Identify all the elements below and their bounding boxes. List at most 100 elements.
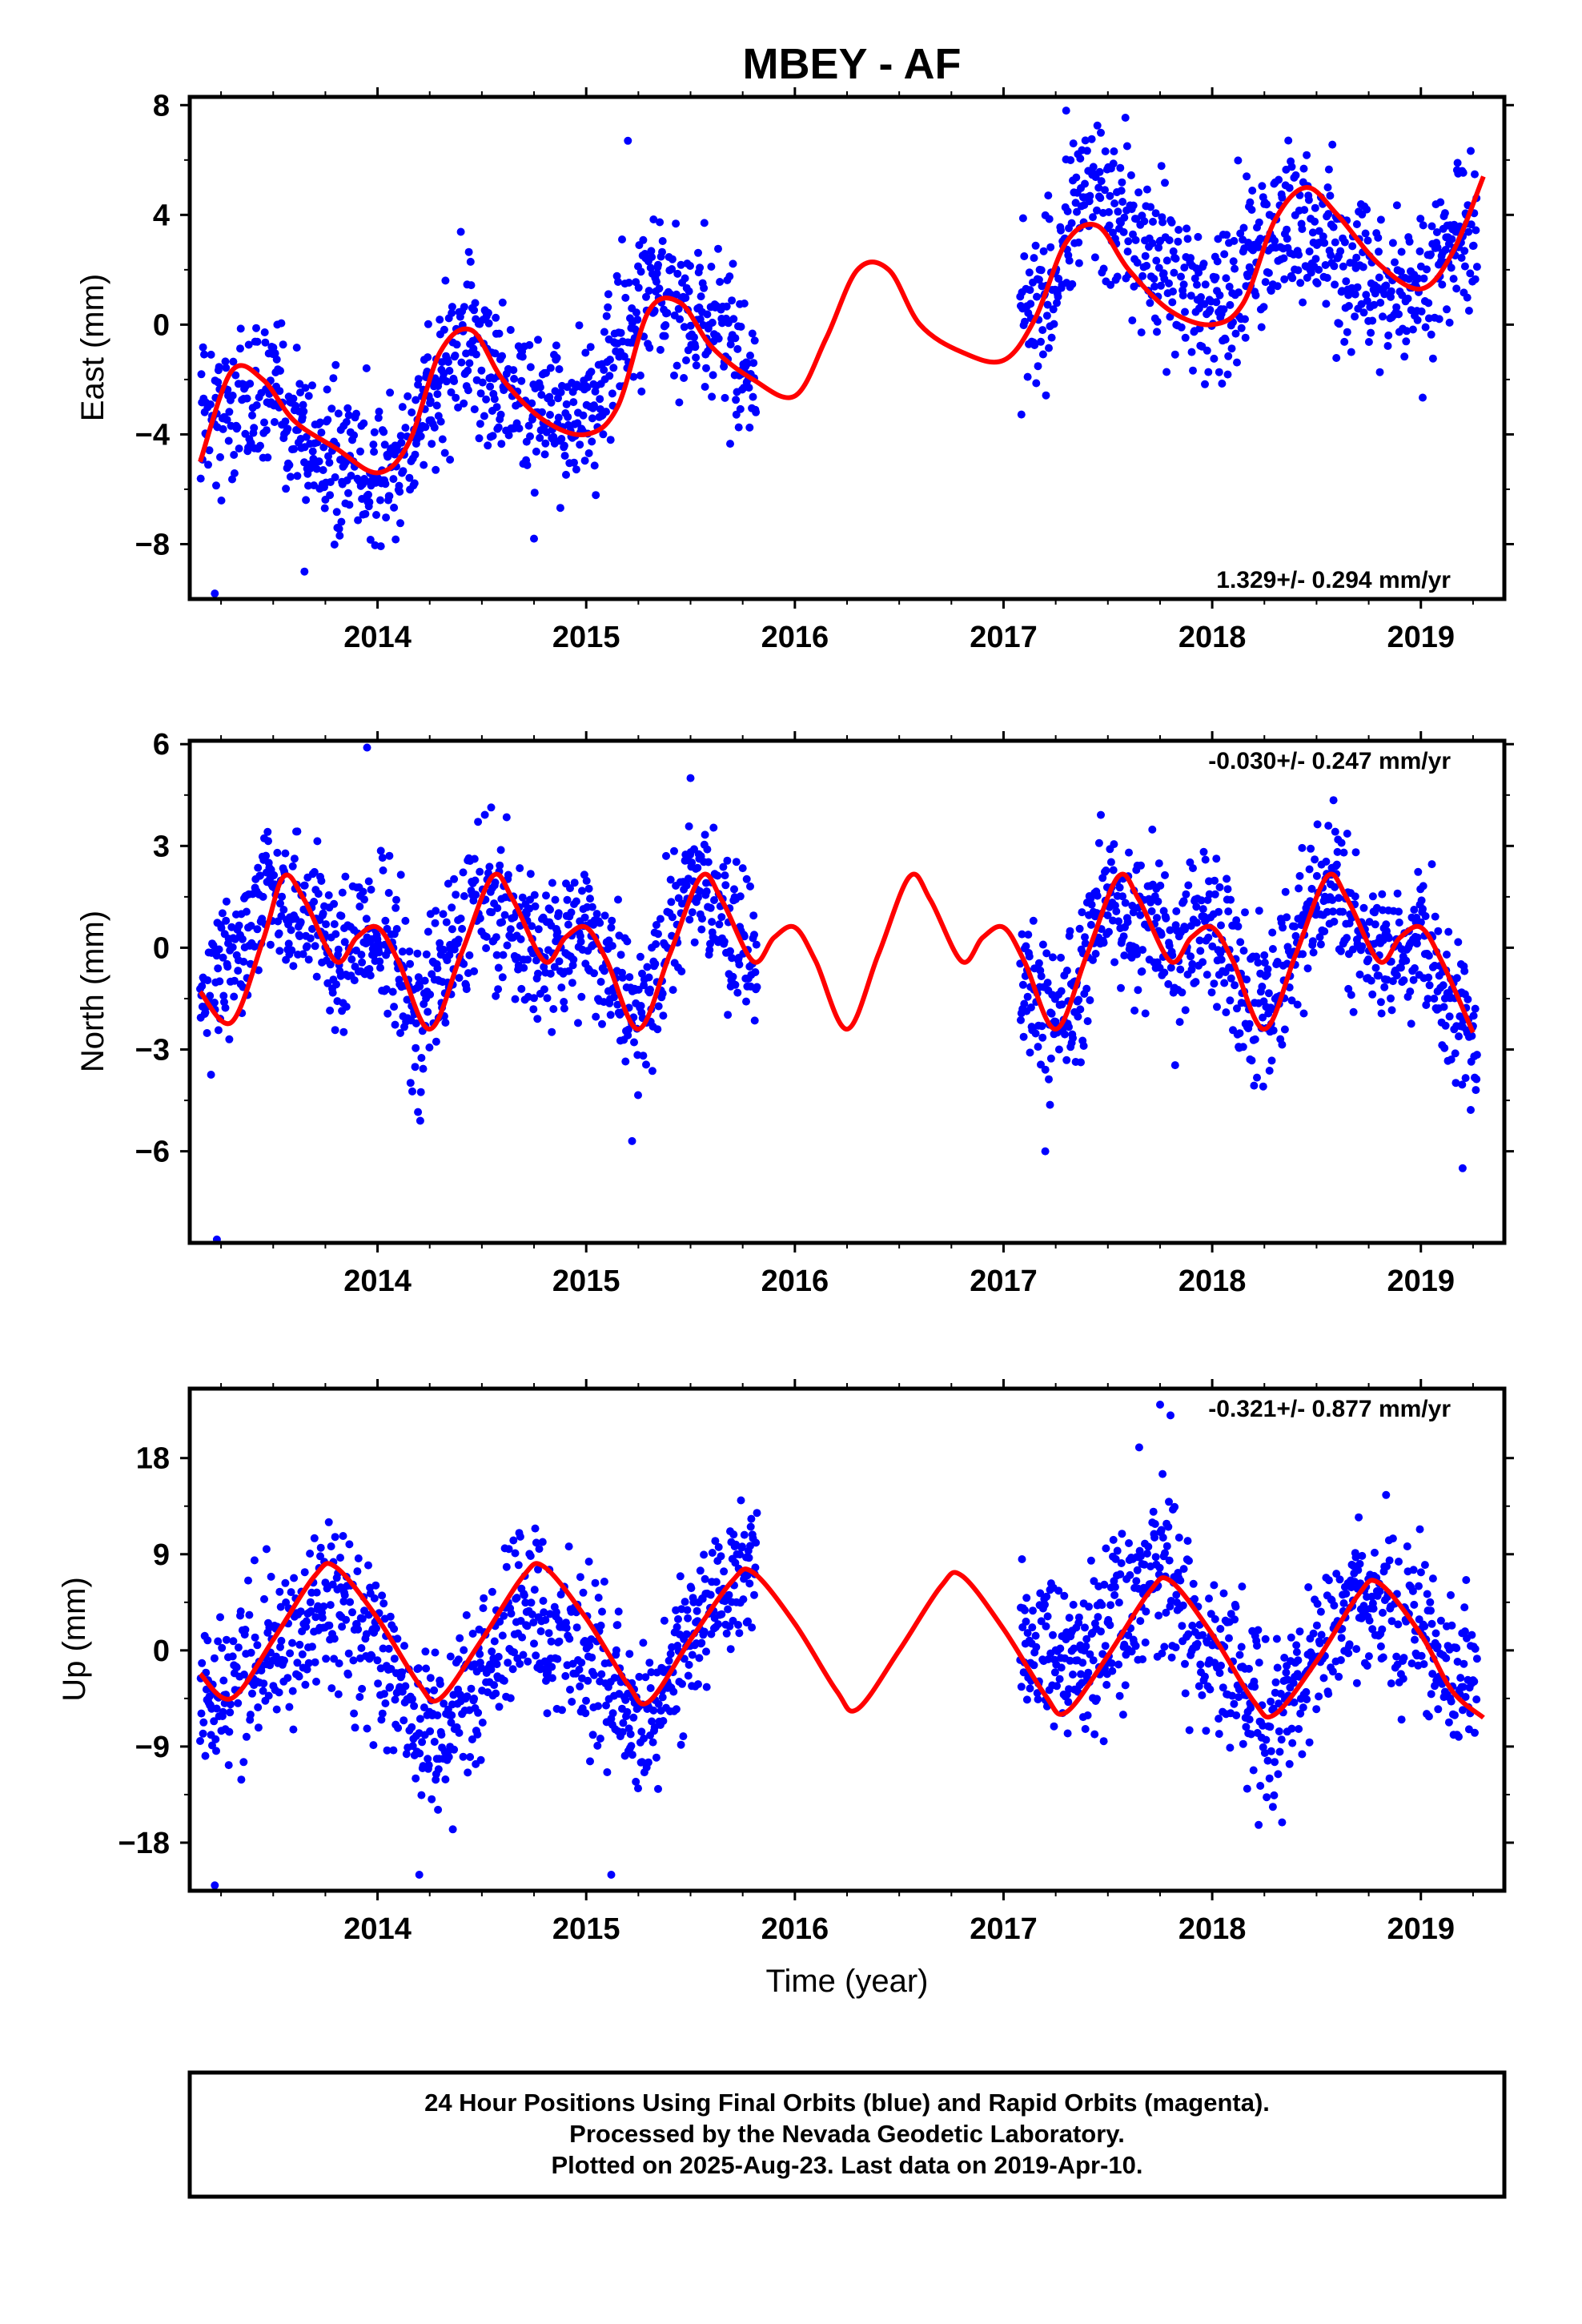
data-point — [289, 962, 298, 971]
data-point — [1444, 927, 1453, 936]
data-point — [230, 451, 239, 459]
data-point — [295, 1672, 303, 1681]
data-point — [1406, 987, 1415, 996]
data-point — [1186, 254, 1195, 263]
data-point — [447, 1719, 456, 1727]
data-point — [488, 908, 496, 917]
data-point — [1247, 1730, 1255, 1739]
data-point — [362, 364, 371, 372]
data-point — [694, 893, 702, 902]
data-point — [1275, 1727, 1283, 1735]
data-point — [1255, 1820, 1263, 1829]
data-point — [1452, 284, 1461, 293]
data-point — [1208, 942, 1217, 951]
data-point — [735, 1629, 744, 1638]
data-point — [1285, 183, 1294, 192]
data-point — [246, 1711, 255, 1719]
data-point — [1427, 860, 1436, 869]
data-point — [356, 447, 364, 456]
data-point — [1427, 1690, 1435, 1699]
data-point — [479, 1604, 488, 1613]
data-point — [434, 1765, 443, 1774]
x-tick-label: 2014 — [343, 1912, 412, 1946]
data-point — [686, 262, 694, 270]
data-point — [1070, 1644, 1078, 1653]
data-point — [654, 1699, 663, 1708]
data-point — [488, 1587, 496, 1596]
data-point — [722, 302, 731, 311]
data-point — [672, 290, 681, 299]
data-point — [590, 401, 598, 410]
data-point — [614, 278, 622, 286]
data-point — [543, 1709, 552, 1718]
data-point — [753, 983, 761, 991]
data-point — [199, 343, 207, 352]
data-point — [500, 1611, 508, 1620]
data-point — [1053, 299, 1061, 308]
data-point — [1101, 186, 1109, 195]
data-point — [720, 1567, 729, 1576]
data-point — [1363, 205, 1371, 214]
data-point — [1098, 874, 1107, 883]
data-point — [693, 1606, 701, 1615]
data-point — [324, 1518, 333, 1526]
data-point — [1118, 1530, 1126, 1538]
data-point — [358, 1614, 367, 1623]
data-point — [1245, 1664, 1253, 1673]
data-point — [417, 1054, 426, 1062]
data-point — [696, 887, 705, 895]
data-point — [1273, 282, 1282, 291]
data-point — [223, 416, 231, 424]
data-point — [552, 937, 560, 946]
data-point — [498, 918, 507, 927]
data-point — [270, 418, 279, 426]
data-point — [688, 858, 697, 867]
data-point — [1192, 903, 1201, 911]
data-point — [492, 1660, 501, 1669]
data-point — [653, 1025, 662, 1034]
data-point — [675, 398, 684, 407]
data-point — [1459, 1683, 1468, 1691]
data-point — [263, 453, 272, 462]
data-point — [1116, 163, 1125, 172]
data-point — [584, 449, 593, 457]
data-point — [424, 353, 432, 362]
data-point — [230, 992, 239, 1001]
data-point — [1336, 1656, 1345, 1664]
data-point — [1117, 983, 1125, 992]
data-point — [1124, 237, 1133, 246]
data-point — [1254, 1626, 1263, 1634]
data-point — [1117, 187, 1126, 195]
data-point — [275, 929, 283, 938]
data-point — [1144, 1542, 1153, 1551]
data-point — [1447, 263, 1456, 272]
data-point — [1038, 1033, 1047, 1042]
data-point — [396, 1029, 404, 1037]
model-fit-line — [198, 175, 1486, 476]
data-point — [1432, 228, 1441, 236]
data-point — [1152, 256, 1161, 265]
data-point — [1308, 228, 1317, 237]
data-point — [350, 431, 359, 440]
data-point — [1375, 273, 1383, 282]
data-point — [1335, 320, 1343, 328]
data-point — [553, 1655, 562, 1663]
data-point — [1138, 946, 1147, 955]
data-point — [1412, 939, 1421, 948]
data-point — [500, 911, 509, 919]
data-point — [518, 352, 527, 361]
data-point — [584, 1558, 593, 1566]
data-point — [1082, 1634, 1091, 1643]
data-point — [584, 884, 593, 893]
data-point — [1065, 256, 1074, 265]
y-tick-label: 8 — [153, 89, 170, 123]
data-point — [1328, 140, 1337, 149]
data-point — [412, 1019, 420, 1027]
data-point — [1212, 854, 1221, 863]
data-point — [370, 428, 379, 436]
data-point — [1046, 1100, 1054, 1109]
up-axis-label: Up (mm) — [57, 1577, 92, 1702]
data-point — [361, 509, 370, 518]
data-point — [218, 909, 227, 918]
data-point — [276, 899, 284, 908]
